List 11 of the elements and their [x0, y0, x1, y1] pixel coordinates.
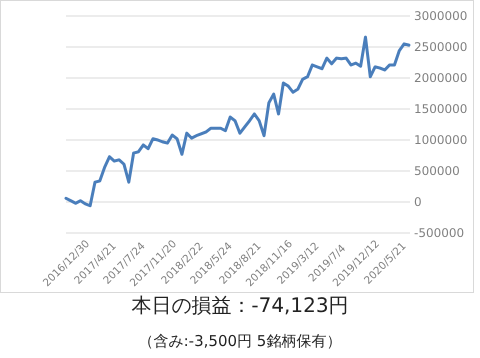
y-tick-label: 0	[414, 195, 422, 210]
y-tick-label: 2000000	[414, 71, 468, 86]
y-tick-label: 1000000	[414, 133, 468, 148]
line-series	[64, 36, 410, 208]
text: （含み:-3,500円 5銘柄保有）	[138, 332, 342, 350]
y-tick-label: 3000000	[414, 9, 468, 24]
y-tick-label: 2500000	[414, 40, 468, 54]
text: 本日の損益：-74,123円	[131, 293, 349, 317]
y-tick-label: 500000	[414, 164, 460, 178]
y-tick-label: -500000	[414, 226, 464, 240]
y-tick-label: 1500000	[414, 102, 468, 116]
